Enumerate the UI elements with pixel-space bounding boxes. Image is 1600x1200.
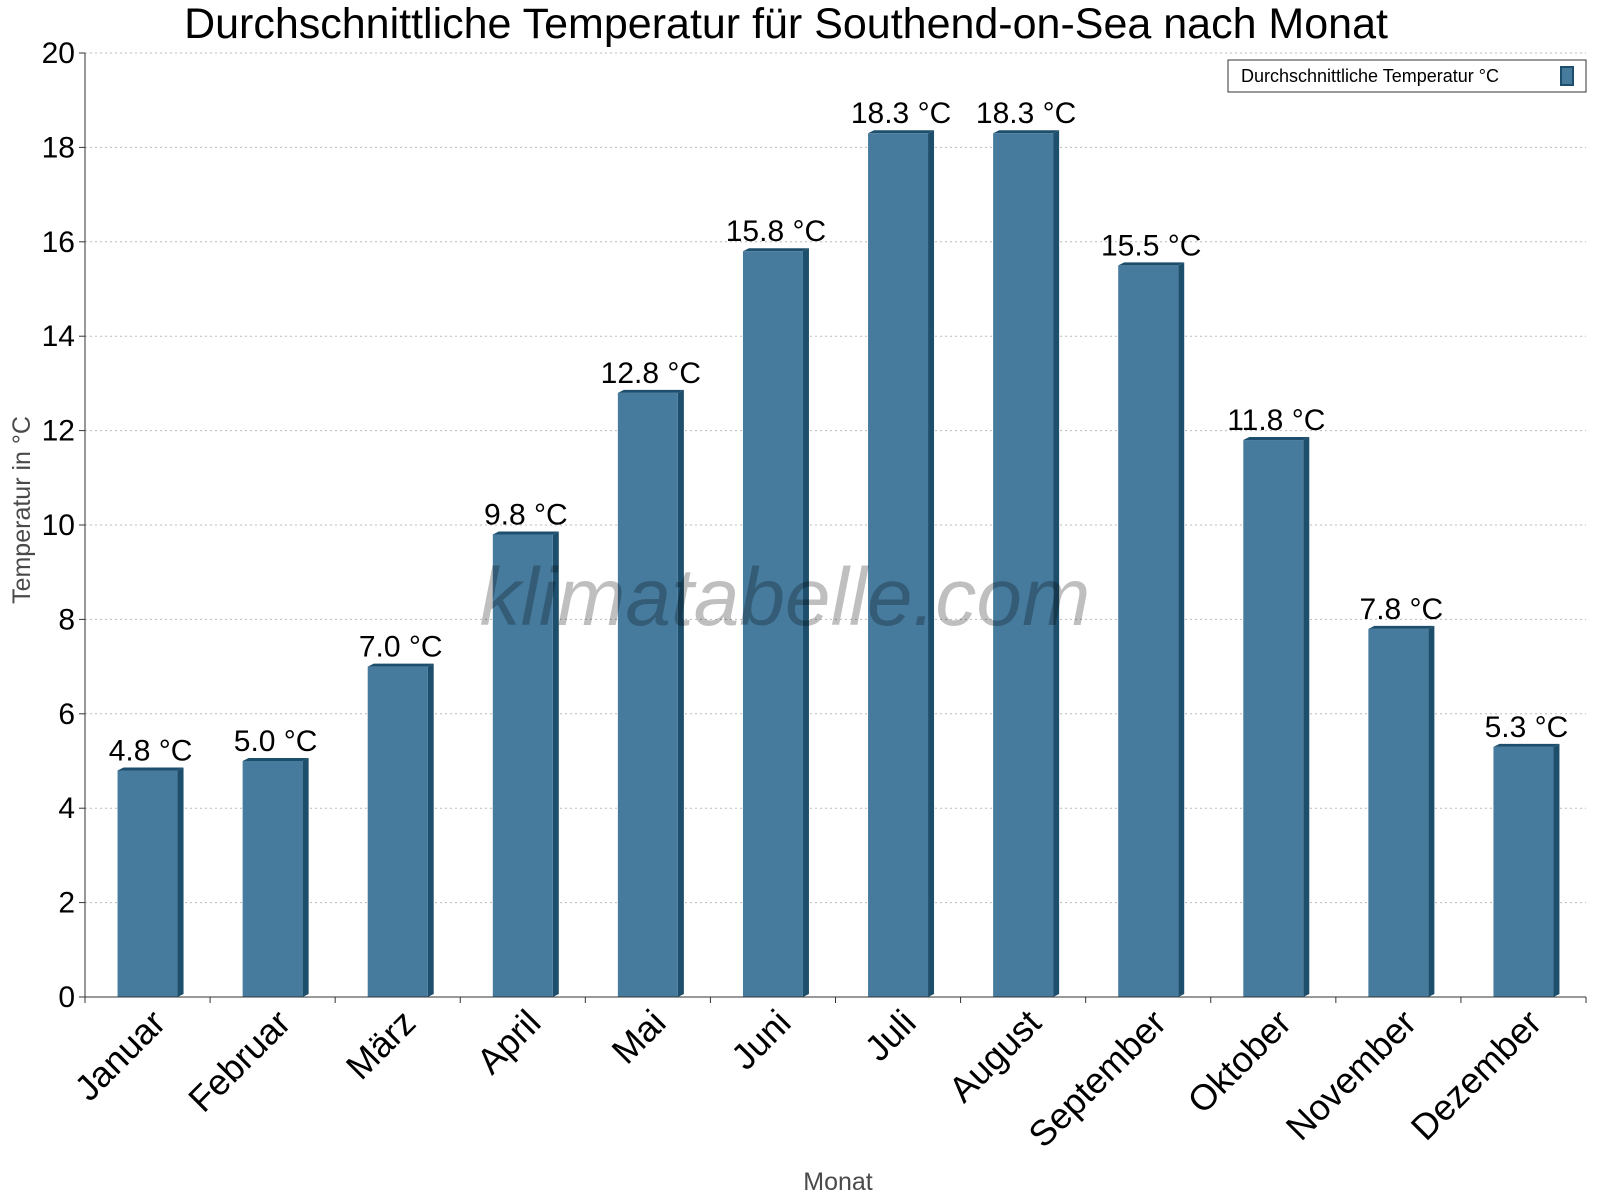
data-label: 4.8 °C bbox=[109, 734, 193, 767]
data-label: 15.5 °C bbox=[1101, 229, 1201, 262]
bar-side bbox=[1553, 743, 1560, 997]
bar-januar bbox=[117, 767, 184, 997]
data-label: 9.8 °C bbox=[484, 498, 568, 531]
bar-side bbox=[677, 389, 684, 998]
bar-top bbox=[742, 248, 809, 252]
data-label: 5.3 °C bbox=[1485, 711, 1569, 744]
x-tick-label: Februar bbox=[180, 1002, 298, 1120]
bar bbox=[1243, 440, 1304, 997]
bar-top bbox=[1243, 437, 1310, 441]
bar-september bbox=[1118, 262, 1185, 997]
chart-title: Durchschnittliche Temperatur für Southen… bbox=[184, 0, 1388, 48]
y-tick-label: 18 bbox=[42, 131, 75, 164]
bar-top bbox=[993, 130, 1060, 134]
y-axis: 0 2 4 6 8 10 12 14 16 18 20 bbox=[42, 37, 86, 1014]
bar-side bbox=[928, 130, 935, 998]
x-axis-title: Monat bbox=[803, 1168, 873, 1196]
legend: Durchschnittliche Temperatur °C bbox=[1227, 59, 1587, 93]
y-tick-label: 16 bbox=[42, 226, 75, 259]
x-tick-label: Juni bbox=[723, 1002, 799, 1078]
bar-top bbox=[242, 758, 309, 761]
y-tick-label: 0 bbox=[58, 981, 75, 1014]
grid-lines bbox=[85, 52, 1586, 904]
bar bbox=[1493, 746, 1554, 997]
data-label: 5.0 °C bbox=[234, 725, 318, 758]
data-label: 7.0 °C bbox=[359, 631, 443, 664]
y-tick-label: 8 bbox=[58, 603, 75, 636]
x-tick-label: Dezember bbox=[1403, 1002, 1549, 1148]
bar bbox=[617, 392, 678, 998]
x-tick-label: Oktober bbox=[1179, 1002, 1299, 1122]
bar-side bbox=[1053, 130, 1060, 998]
bar-side bbox=[1178, 262, 1185, 997]
x-tick-label: März bbox=[338, 1002, 424, 1088]
bar bbox=[868, 133, 929, 998]
bar-side bbox=[302, 758, 309, 997]
bar bbox=[1118, 265, 1179, 997]
x-tick-label: Mai bbox=[604, 1002, 674, 1072]
bar-side bbox=[802, 248, 809, 998]
bar-februar bbox=[242, 758, 309, 997]
bar-november bbox=[1368, 625, 1435, 997]
bar-juli bbox=[868, 130, 935, 998]
bar-top bbox=[617, 389, 684, 393]
watermark-text: klimatabelle.com bbox=[480, 552, 1091, 643]
x-tick-label: November bbox=[1278, 1002, 1424, 1148]
bar-side bbox=[1303, 437, 1310, 997]
data-label: 18.3 °C bbox=[851, 97, 951, 130]
x-tick-label: Juli bbox=[857, 1002, 924, 1069]
y-tick-label: 2 bbox=[58, 887, 75, 920]
bar-top bbox=[868, 130, 935, 134]
bar-top bbox=[117, 767, 184, 771]
bar bbox=[742, 251, 803, 998]
bar-august bbox=[993, 130, 1060, 998]
bar-dezember bbox=[1493, 743, 1560, 997]
y-tick-label: 12 bbox=[42, 415, 75, 448]
legend-label: Durchschnittliche Temperatur °C bbox=[1241, 66, 1499, 86]
bar bbox=[993, 133, 1054, 998]
bar-top bbox=[492, 531, 559, 535]
x-tick-label: August bbox=[941, 1002, 1049, 1110]
y-tick-label: 10 bbox=[42, 509, 75, 542]
bar bbox=[492, 534, 553, 997]
data-label: 7.8 °C bbox=[1360, 593, 1444, 626]
bar-series bbox=[117, 130, 1560, 998]
y-tick-label: 4 bbox=[58, 792, 75, 825]
bar-top bbox=[1118, 262, 1185, 266]
x-tick-label: Januar bbox=[66, 1002, 173, 1109]
bar-oktober bbox=[1243, 437, 1310, 997]
bar-top bbox=[1493, 743, 1560, 747]
bar bbox=[1368, 628, 1429, 997]
bar-märz bbox=[367, 663, 434, 997]
bar bbox=[242, 761, 303, 997]
data-labels: 4.8 °C 5.0 °C 7.0 °C 9.8 °C 12.8 °C 15.8 °C 18… bbox=[109, 97, 1569, 767]
data-label: 11.8 °C bbox=[1227, 404, 1325, 437]
bar-side bbox=[1428, 625, 1435, 997]
x-axis: Januar Februar März April Mai Juni Juli AugustS… bbox=[66, 996, 1587, 1156]
legend-swatch bbox=[1560, 66, 1574, 86]
y-axis-title: Temperatur in °C bbox=[8, 416, 36, 604]
y-tick-label: 20 bbox=[42, 37, 75, 70]
data-label: 18.3 °C bbox=[976, 97, 1076, 130]
bar-mai bbox=[617, 389, 684, 998]
bar-juni bbox=[742, 248, 809, 998]
y-tick-label: 6 bbox=[58, 698, 75, 731]
data-label: 12.8 °C bbox=[601, 357, 701, 390]
legend-box bbox=[1227, 59, 1587, 93]
bar bbox=[117, 770, 178, 997]
y-tick-label: 14 bbox=[42, 320, 75, 353]
bar-side bbox=[427, 663, 434, 997]
x-tick-label: September bbox=[1020, 1002, 1174, 1156]
x-tick-label: April bbox=[469, 1002, 549, 1082]
bar-top bbox=[1368, 625, 1435, 629]
data-label: 15.8 °C bbox=[726, 215, 826, 248]
bar-side bbox=[552, 531, 559, 997]
bar-side bbox=[177, 767, 184, 997]
bar-april bbox=[492, 531, 559, 997]
bar bbox=[367, 666, 428, 997]
bar-top bbox=[367, 663, 434, 667]
